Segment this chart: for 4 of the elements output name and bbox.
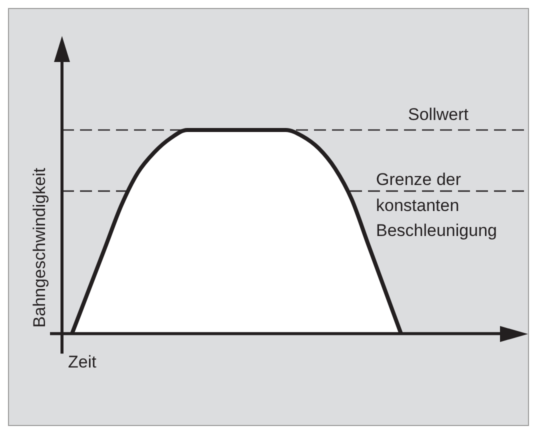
x-axis-title: Zeit (68, 352, 97, 372)
ref-line-label: Sollwert (408, 105, 469, 124)
ref-line-label: Grenze der konstanten Beschleunigung (376, 170, 497, 240)
y-axis-title: Bahngeschwindigkeit (30, 168, 49, 328)
